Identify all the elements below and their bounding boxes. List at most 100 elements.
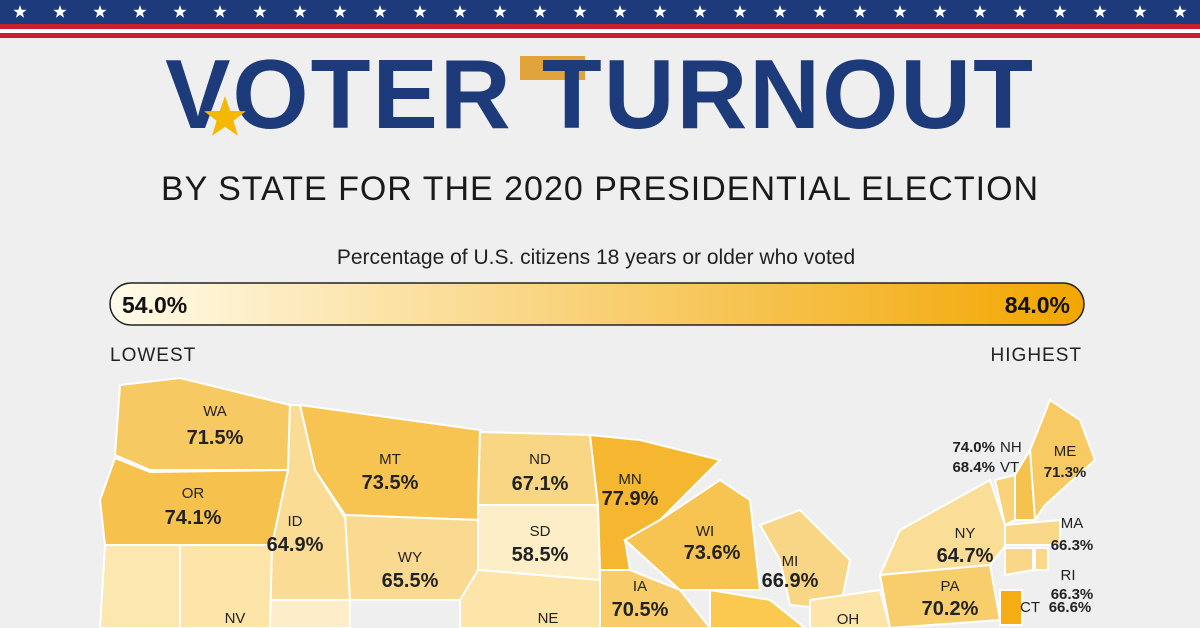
star: [453, 5, 467, 18]
state-shape: [1004, 547, 1034, 577]
star: [253, 5, 267, 18]
star: [333, 5, 347, 18]
state-abbr: NV: [225, 610, 246, 627]
star: [533, 5, 547, 18]
state-abbr: OH: [837, 611, 860, 628]
state-value: 66.3%: [1051, 586, 1094, 603]
state-shape: [999, 589, 1023, 626]
star: [373, 5, 387, 18]
ballot-box: [520, 56, 585, 80]
state-value: 77.9%: [602, 488, 659, 510]
state-shape: [809, 588, 892, 628]
state-value: 66.9%: [762, 570, 819, 592]
state-abbr: MT: [379, 451, 401, 468]
stripe: [0, 33, 1200, 38]
legend-low: LOWEST: [110, 345, 196, 366]
state-shape: [477, 504, 602, 582]
state-value: 73.5%: [362, 472, 419, 494]
state-abbr: VT: [1000, 459, 1019, 476]
state-shape: [269, 599, 351, 628]
state-abbr: SD: [530, 523, 551, 540]
state-abbr: PA: [941, 578, 960, 595]
state-abbr: WA: [203, 403, 227, 420]
state-shape: [623, 478, 762, 591]
state-value: 64.7%: [937, 545, 994, 567]
state-value: 66.3%: [1051, 537, 1094, 554]
state-abbr: CT: [1020, 599, 1040, 616]
state-shape: [1028, 398, 1097, 523]
star: [13, 5, 27, 18]
state-shape: [993, 473, 1016, 527]
state-value: 70.5%: [612, 599, 669, 621]
state-abbr: MN: [618, 471, 641, 488]
star: [53, 5, 67, 18]
state-abbr: ME: [1054, 443, 1077, 460]
star: [1053, 5, 1067, 18]
state-abbr: MI: [782, 553, 799, 570]
star: [773, 5, 787, 18]
state-shape: [113, 376, 292, 471]
state-value: 71.3%: [1044, 464, 1087, 481]
state-abbr: WI: [696, 523, 714, 540]
star: [1173, 5, 1187, 18]
state-abbr: MA: [1061, 515, 1084, 532]
star: [573, 5, 587, 18]
state-shape: [179, 544, 274, 628]
state-shape: [758, 508, 852, 612]
star: [653, 5, 667, 18]
legend-max: 84.0%: [1005, 292, 1070, 318]
state-value: 74.1%: [165, 507, 222, 529]
state-value: 65.5%: [382, 570, 439, 592]
state-value: 58.5%: [512, 544, 569, 566]
star-band: [0, 0, 1200, 24]
star: [613, 5, 627, 18]
legend-high: HIGHEST: [991, 345, 1082, 366]
stripe: [0, 24, 1200, 29]
star: [133, 5, 147, 18]
state-abbr: NE: [538, 610, 559, 627]
star: [93, 5, 107, 18]
star: [413, 5, 427, 18]
state-abbr: ID: [288, 513, 303, 530]
star: [893, 5, 907, 18]
star: [733, 5, 747, 18]
state-shape: [878, 563, 1002, 628]
state-value: 70.2%: [922, 598, 979, 620]
star: [853, 5, 867, 18]
state-value: 66.6%: [1049, 599, 1092, 616]
state-shape: [459, 568, 601, 628]
star: [493, 5, 507, 18]
state-shape: [98, 544, 181, 628]
title: VOTER TURNOUT: [165, 39, 1035, 149]
legend-caption: Percentage of U.S. citizens 18 years or …: [337, 246, 855, 269]
state-abbr: WY: [398, 549, 422, 566]
star: [1013, 5, 1027, 18]
map: [98, 376, 1097, 628]
legend-min: 54.0%: [122, 292, 187, 318]
state-abbr: RI: [1061, 567, 1076, 584]
state-shape: [1034, 547, 1049, 571]
star: [213, 5, 227, 18]
state-value: 67.1%: [512, 473, 569, 495]
subtitle: BY STATE FOR THE 2020 PRESIDENTIAL ELECT…: [161, 170, 1039, 208]
labels: WA 71.5% OR 74.1% ID 64.9% MT 73.5% WY 65.5% ND 67.…: [165, 403, 1094, 628]
state-value: 74.0%: [952, 439, 995, 456]
legend-bar: [109, 282, 1085, 326]
stripe: [0, 29, 1200, 33]
star: [173, 5, 187, 18]
star: [1093, 5, 1107, 18]
state-abbr: IA: [633, 578, 647, 595]
stars: [13, 5, 1187, 18]
state-value: 68.4%: [952, 459, 995, 476]
state-value: 64.9%: [267, 534, 324, 556]
star: [813, 5, 827, 18]
state-value: 73.6%: [684, 542, 741, 564]
state-abbr: NH: [1000, 439, 1022, 456]
star: [693, 5, 707, 18]
star: [973, 5, 987, 18]
state-shape: [709, 588, 807, 628]
state-shape: [878, 478, 1012, 577]
title-star: [204, 96, 246, 136]
